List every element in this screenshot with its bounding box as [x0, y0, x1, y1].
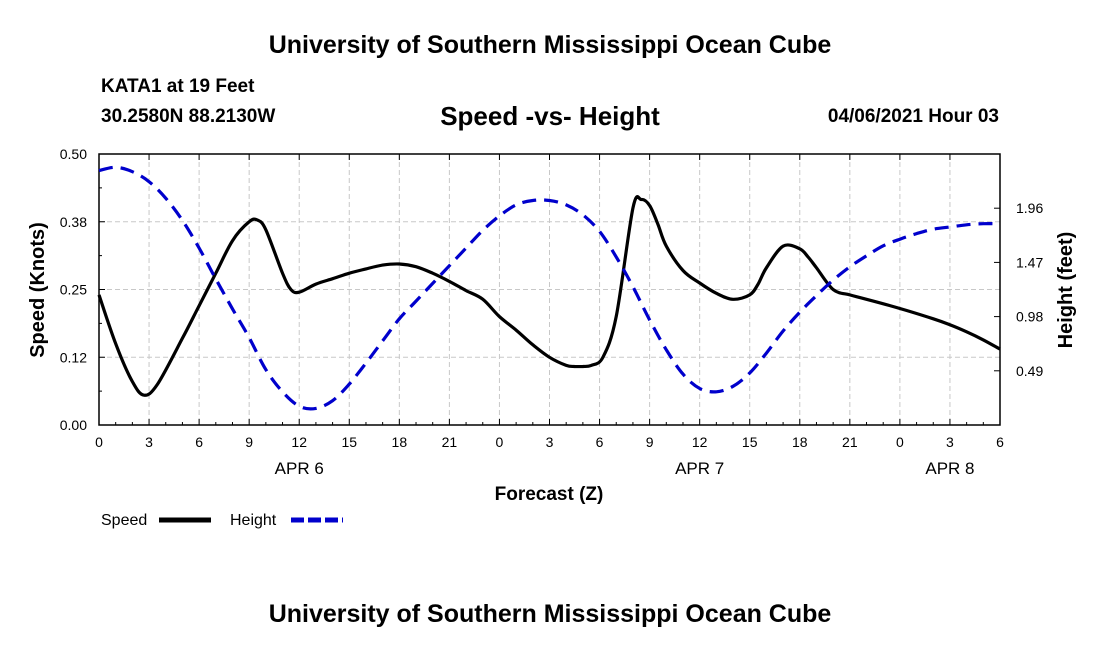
grid-lines [99, 154, 1000, 425]
x-date-label: APR 7 [675, 459, 724, 478]
y-tick-label: 0.12 [60, 349, 87, 365]
x-tick-label: 6 [996, 434, 1004, 450]
y2-tick-label: 0.49 [1016, 363, 1043, 379]
x-tick-label: 12 [692, 434, 708, 450]
x-tick-label: 15 [742, 434, 758, 450]
x-tick-label: 3 [546, 434, 554, 450]
y2-tick-label: 0.98 [1016, 309, 1043, 325]
axes: 0 3 6 9 12 15 18 21 0 3 6 9 12 15 18 21 0 3 6 APR 6 APR 7 APR… [60, 146, 1044, 478]
x-tick-label: 3 [946, 434, 954, 450]
x-tick-label: 3 [145, 434, 153, 450]
x-axis-label: Forecast (Z) [495, 484, 604, 505]
x-tick-label: 12 [291, 434, 307, 450]
x-tick-label: 18 [392, 434, 408, 450]
x-tick-label: 21 [842, 434, 858, 450]
legend-label: Height [230, 512, 277, 529]
x-tick-label: 0 [496, 434, 504, 450]
y-tick-label: 0.50 [60, 146, 87, 162]
footer-title: University of Southern Mississippi Ocean… [268, 600, 832, 628]
x-tick-label: 6 [195, 434, 203, 450]
x-tick-label: 0 [896, 434, 904, 450]
x-tick-label: 15 [341, 434, 357, 450]
y-tick-label: 0.25 [60, 282, 87, 298]
y-tick-label: 0.00 [60, 417, 87, 433]
x-tick-label: 6 [596, 434, 604, 450]
data-series [97, 165, 1001, 411]
legend-label: Speed [101, 512, 147, 529]
series-line-speed [97, 195, 1001, 397]
x-date-label: APR 6 [275, 459, 324, 478]
legend: Speed Height [101, 512, 343, 529]
y2-tick-label: 1.47 [1016, 254, 1043, 270]
forecast-datetime: 04/06/2021 Hour 03 [827, 106, 999, 127]
x-date-label: APR 8 [925, 459, 974, 478]
series-line-height [98, 165, 1001, 411]
station-coordinates: 30.2580N 88.2130W [101, 106, 276, 127]
x-tick-label: 9 [646, 434, 654, 450]
x-tick-label: 0 [95, 434, 103, 450]
y2-axis-label: Height (feet) [1055, 232, 1077, 349]
y2-tick-label: 1.96 [1016, 200, 1043, 216]
chart-title: Speed -vs- Height [440, 101, 660, 131]
y-tick-label: 0.38 [60, 214, 87, 230]
station-label: KATA1 at 19 Feet [101, 76, 255, 97]
x-tick-label: 18 [792, 434, 808, 450]
y-axis-label: Speed (Knots) [27, 222, 49, 358]
x-tick-label: 21 [442, 434, 458, 450]
x-tick-label: 9 [245, 434, 253, 450]
page-title: University of Southern Mississippi Ocean… [268, 31, 832, 59]
